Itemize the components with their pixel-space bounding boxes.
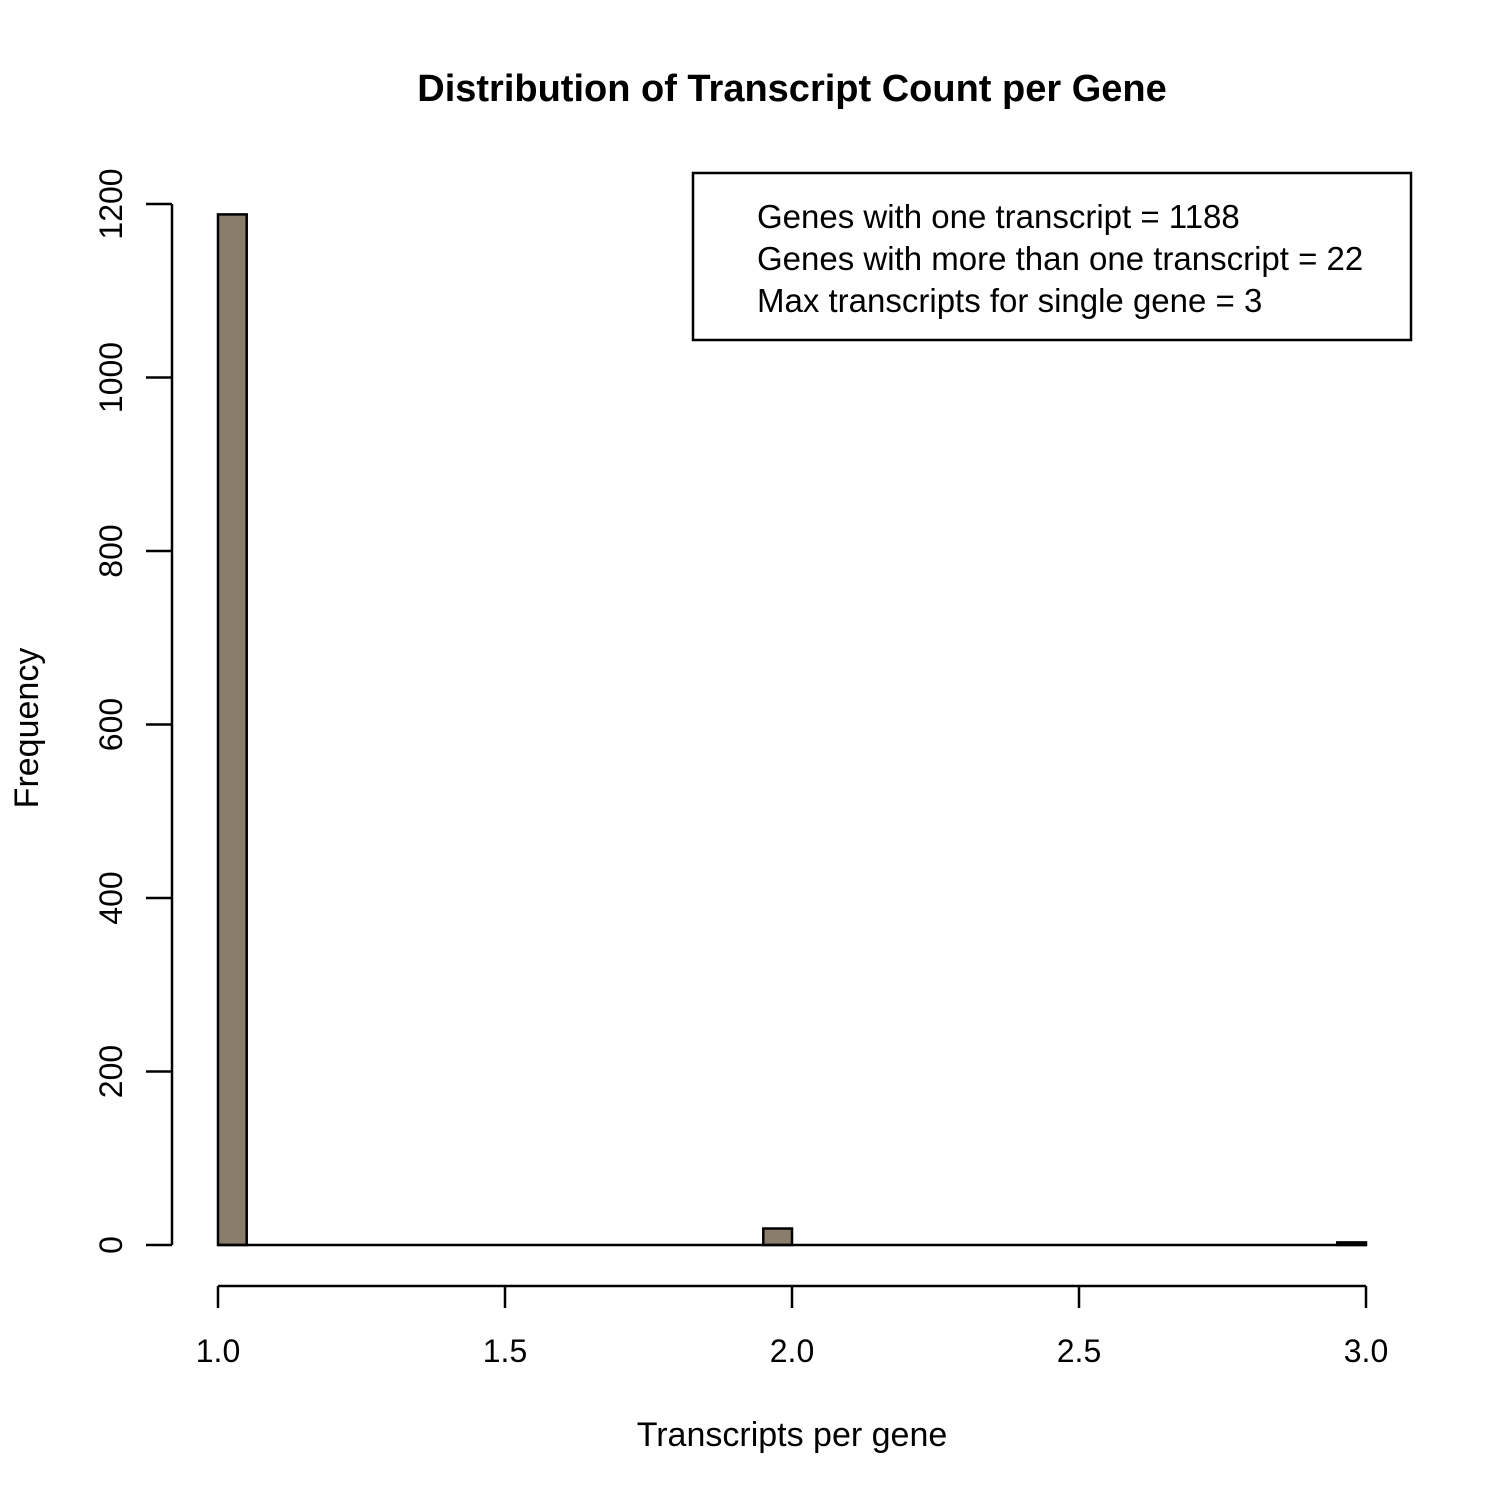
- x-tick-label-2.0: 2.0: [770, 1333, 814, 1369]
- y-axis-title: Frequency: [8, 648, 46, 809]
- y-tick-label-1200: 1200: [93, 168, 129, 239]
- legend-line-max-transcripts: Max transcripts for single gene = 3: [757, 282, 1262, 319]
- bars-layer: [216, 213, 1368, 1247]
- y-tick-label-200: 200: [93, 1045, 129, 1098]
- histogram-bar-1: [216, 213, 248, 1247]
- legend-line-multi-transcript: Genes with more than one transcript = 22: [757, 240, 1363, 277]
- histogram-bar-2: [762, 1227, 794, 1247]
- x-tick-label-2.5: 2.5: [1057, 1333, 1101, 1369]
- legend-box: [691, 171, 1413, 342]
- x-axis-title: Transcripts per gene: [637, 1416, 948, 1454]
- y-tick-label-600: 600: [93, 698, 129, 751]
- y-tick-label-1000: 1000: [93, 342, 129, 413]
- y-tick-label-400: 400: [93, 871, 129, 924]
- x-tick-label-3.0: 3.0: [1344, 1333, 1388, 1369]
- x-tick-label-1.5: 1.5: [483, 1333, 527, 1369]
- x-axis: 1.0 1.5 2.0 2.5 3.0: [196, 1284, 1388, 1369]
- chart-title: Distribution of Transcript Count per Gen…: [417, 68, 1166, 110]
- y-tick-label-0: 0: [93, 1236, 129, 1254]
- legend: Genes with one transcript = 1188 Genes w…: [691, 171, 1413, 342]
- y-axis: 0 200 400 600 800 1000 1200: [93, 168, 174, 1254]
- y-tick-label-800: 800: [93, 524, 129, 577]
- x-tick-label-1.0: 1.0: [196, 1333, 240, 1369]
- legend-line-one-transcript: Genes with one transcript = 1188: [757, 198, 1240, 235]
